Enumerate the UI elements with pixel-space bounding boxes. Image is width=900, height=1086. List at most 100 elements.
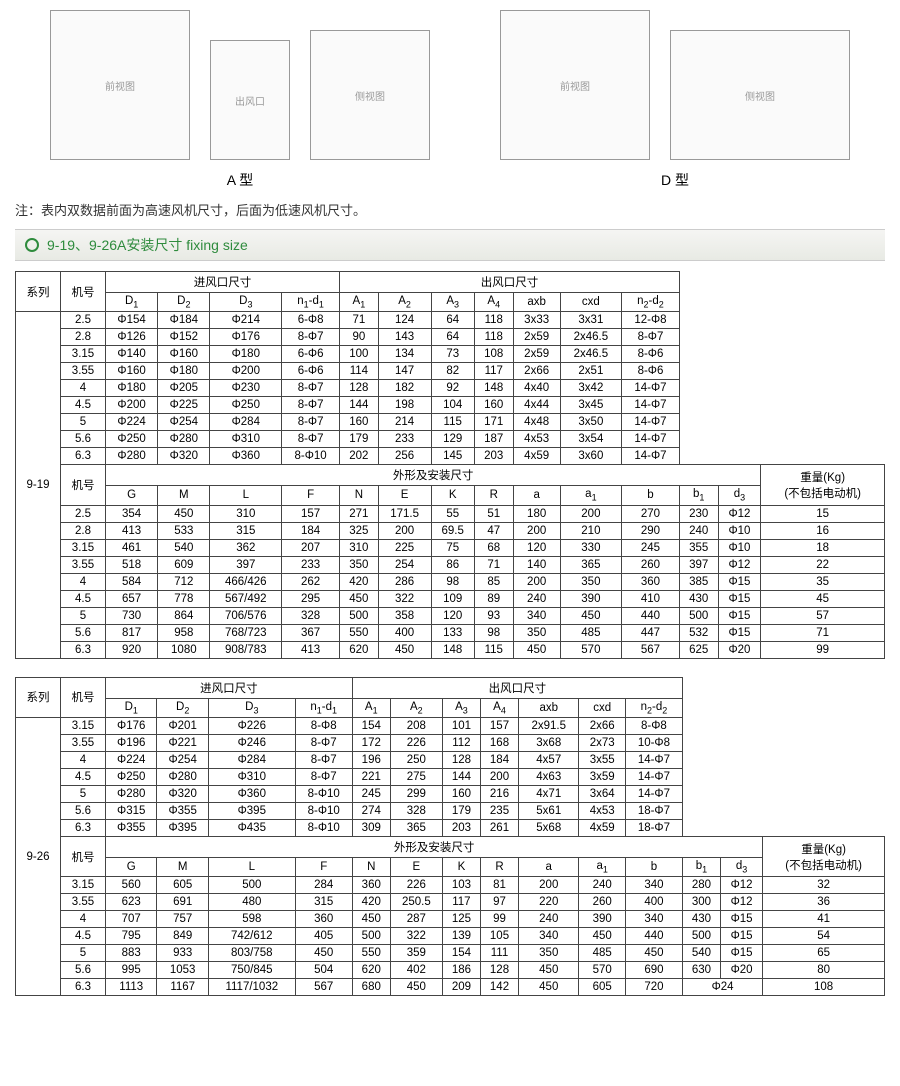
table-9-19: 系列机号进风口尺寸出风口尺寸D1D2D3n1-d1A1A2A3A4axbcxdn… — [15, 271, 885, 659]
cell: 4x59 — [513, 448, 560, 465]
col-inlet-group: 进风口尺寸 — [106, 272, 340, 293]
cell: 18-Φ7 — [625, 819, 682, 836]
cell: Φ360 — [208, 785, 295, 802]
cell: 461 — [106, 539, 158, 556]
cell: 179 — [340, 431, 379, 448]
cell: 54 — [763, 928, 885, 945]
col-L: L — [208, 857, 295, 876]
cell: 4.5 — [61, 590, 106, 607]
cell: 187 — [474, 431, 513, 448]
cell: 450 — [158, 505, 210, 522]
type-a-side-view: 侧视图 — [310, 30, 430, 160]
cell: Φ140 — [106, 346, 158, 363]
cell: Φ176 — [210, 329, 282, 346]
cell: 250 — [390, 751, 442, 768]
cell: 4 — [61, 911, 106, 928]
cell: 284 — [295, 877, 352, 894]
cell: Φ310 — [208, 768, 295, 785]
cell: 397 — [210, 556, 282, 573]
cell: 108 — [474, 346, 513, 363]
cell: 3x64 — [579, 785, 625, 802]
cell: Φ152 — [158, 329, 210, 346]
cell: 120 — [513, 539, 560, 556]
cell: 707 — [106, 911, 157, 928]
cell: 230 — [679, 505, 718, 522]
cell: 4 — [61, 573, 106, 590]
cell: 209 — [442, 979, 480, 996]
cell: Φ15 — [718, 573, 761, 590]
cell: 4x53 — [513, 431, 560, 448]
col-L: L — [210, 486, 282, 505]
cell: Φ250 — [106, 768, 157, 785]
cell: 397 — [679, 556, 718, 573]
cell: 480 — [208, 894, 295, 911]
cell: 5.6 — [61, 802, 106, 819]
cell: 340 — [625, 911, 682, 928]
cell: 128 — [480, 962, 518, 979]
cell: 8-Φ8 — [625, 717, 682, 734]
cell: 45 — [761, 590, 885, 607]
cell: 160 — [474, 397, 513, 414]
cell: Φ196 — [106, 734, 157, 751]
cell: 47 — [474, 522, 513, 539]
cell: 567/492 — [210, 590, 282, 607]
col-shape-group: 外形及安装尺寸 — [106, 836, 763, 857]
cell: 274 — [352, 802, 390, 819]
cell: 186 — [442, 962, 480, 979]
cell: 322 — [378, 590, 431, 607]
cell: 315 — [210, 522, 282, 539]
cell: 148 — [474, 380, 513, 397]
cell: 300 — [682, 894, 720, 911]
cell: 157 — [480, 717, 518, 734]
cell: 172 — [352, 734, 390, 751]
cell: 706/576 — [210, 607, 282, 624]
cell: 3.15 — [61, 877, 106, 894]
cell: Φ12 — [718, 556, 761, 573]
cell: 240 — [519, 911, 579, 928]
cell: 680 — [352, 979, 390, 996]
cell: Φ250 — [210, 397, 282, 414]
cell: 86 — [431, 556, 474, 573]
cell: 200 — [513, 573, 560, 590]
col-E: E — [378, 486, 431, 505]
cell: 69.5 — [431, 522, 474, 539]
cell: 214 — [378, 414, 431, 431]
cell: 35 — [761, 573, 885, 590]
cell: 233 — [282, 556, 340, 573]
col-D1: D1 — [106, 698, 157, 717]
cell: Φ160 — [106, 363, 158, 380]
cell: 3x55 — [579, 751, 625, 768]
cell: 3.15 — [61, 346, 106, 363]
cell: Φ284 — [210, 414, 282, 431]
cell: 310 — [210, 505, 282, 522]
cell: Φ254 — [157, 751, 208, 768]
cell: 3x31 — [560, 312, 621, 329]
type-a-group: 前视图 出风口 出风口 侧视图 A 型 — [50, 10, 430, 190]
cell: 221 — [352, 768, 390, 785]
cell: 350 — [519, 945, 579, 962]
cell: 550 — [352, 945, 390, 962]
cell: 450 — [513, 641, 560, 658]
cell: 14-Φ7 — [622, 414, 680, 431]
cell: 450 — [625, 945, 682, 962]
cell: 5.6 — [61, 962, 106, 979]
col-b1: b1 — [679, 486, 718, 505]
col-model: 机号 — [61, 272, 106, 312]
cell: 2.8 — [61, 522, 106, 539]
cell: 180 — [513, 505, 560, 522]
cell: 105 — [480, 928, 518, 945]
cell: 22 — [761, 556, 885, 573]
col-F: F — [282, 486, 340, 505]
cell: Φ360 — [210, 448, 282, 465]
cell: 5.6 — [61, 624, 106, 641]
col-A4: A4 — [480, 698, 518, 717]
cell: 864 — [158, 607, 210, 624]
cell: 203 — [442, 819, 480, 836]
cell: 4.5 — [61, 397, 106, 414]
cell: 3.15 — [61, 717, 106, 734]
cell: 179 — [442, 802, 480, 819]
type-a-outlet-view: 出风口 — [210, 40, 290, 160]
cell: Φ15 — [718, 624, 761, 641]
series-cell: 9-19 — [16, 312, 61, 658]
note-text: 注：表内双数据前面为高速风机尺寸，后面为低速风机尺寸。 — [15, 200, 885, 219]
